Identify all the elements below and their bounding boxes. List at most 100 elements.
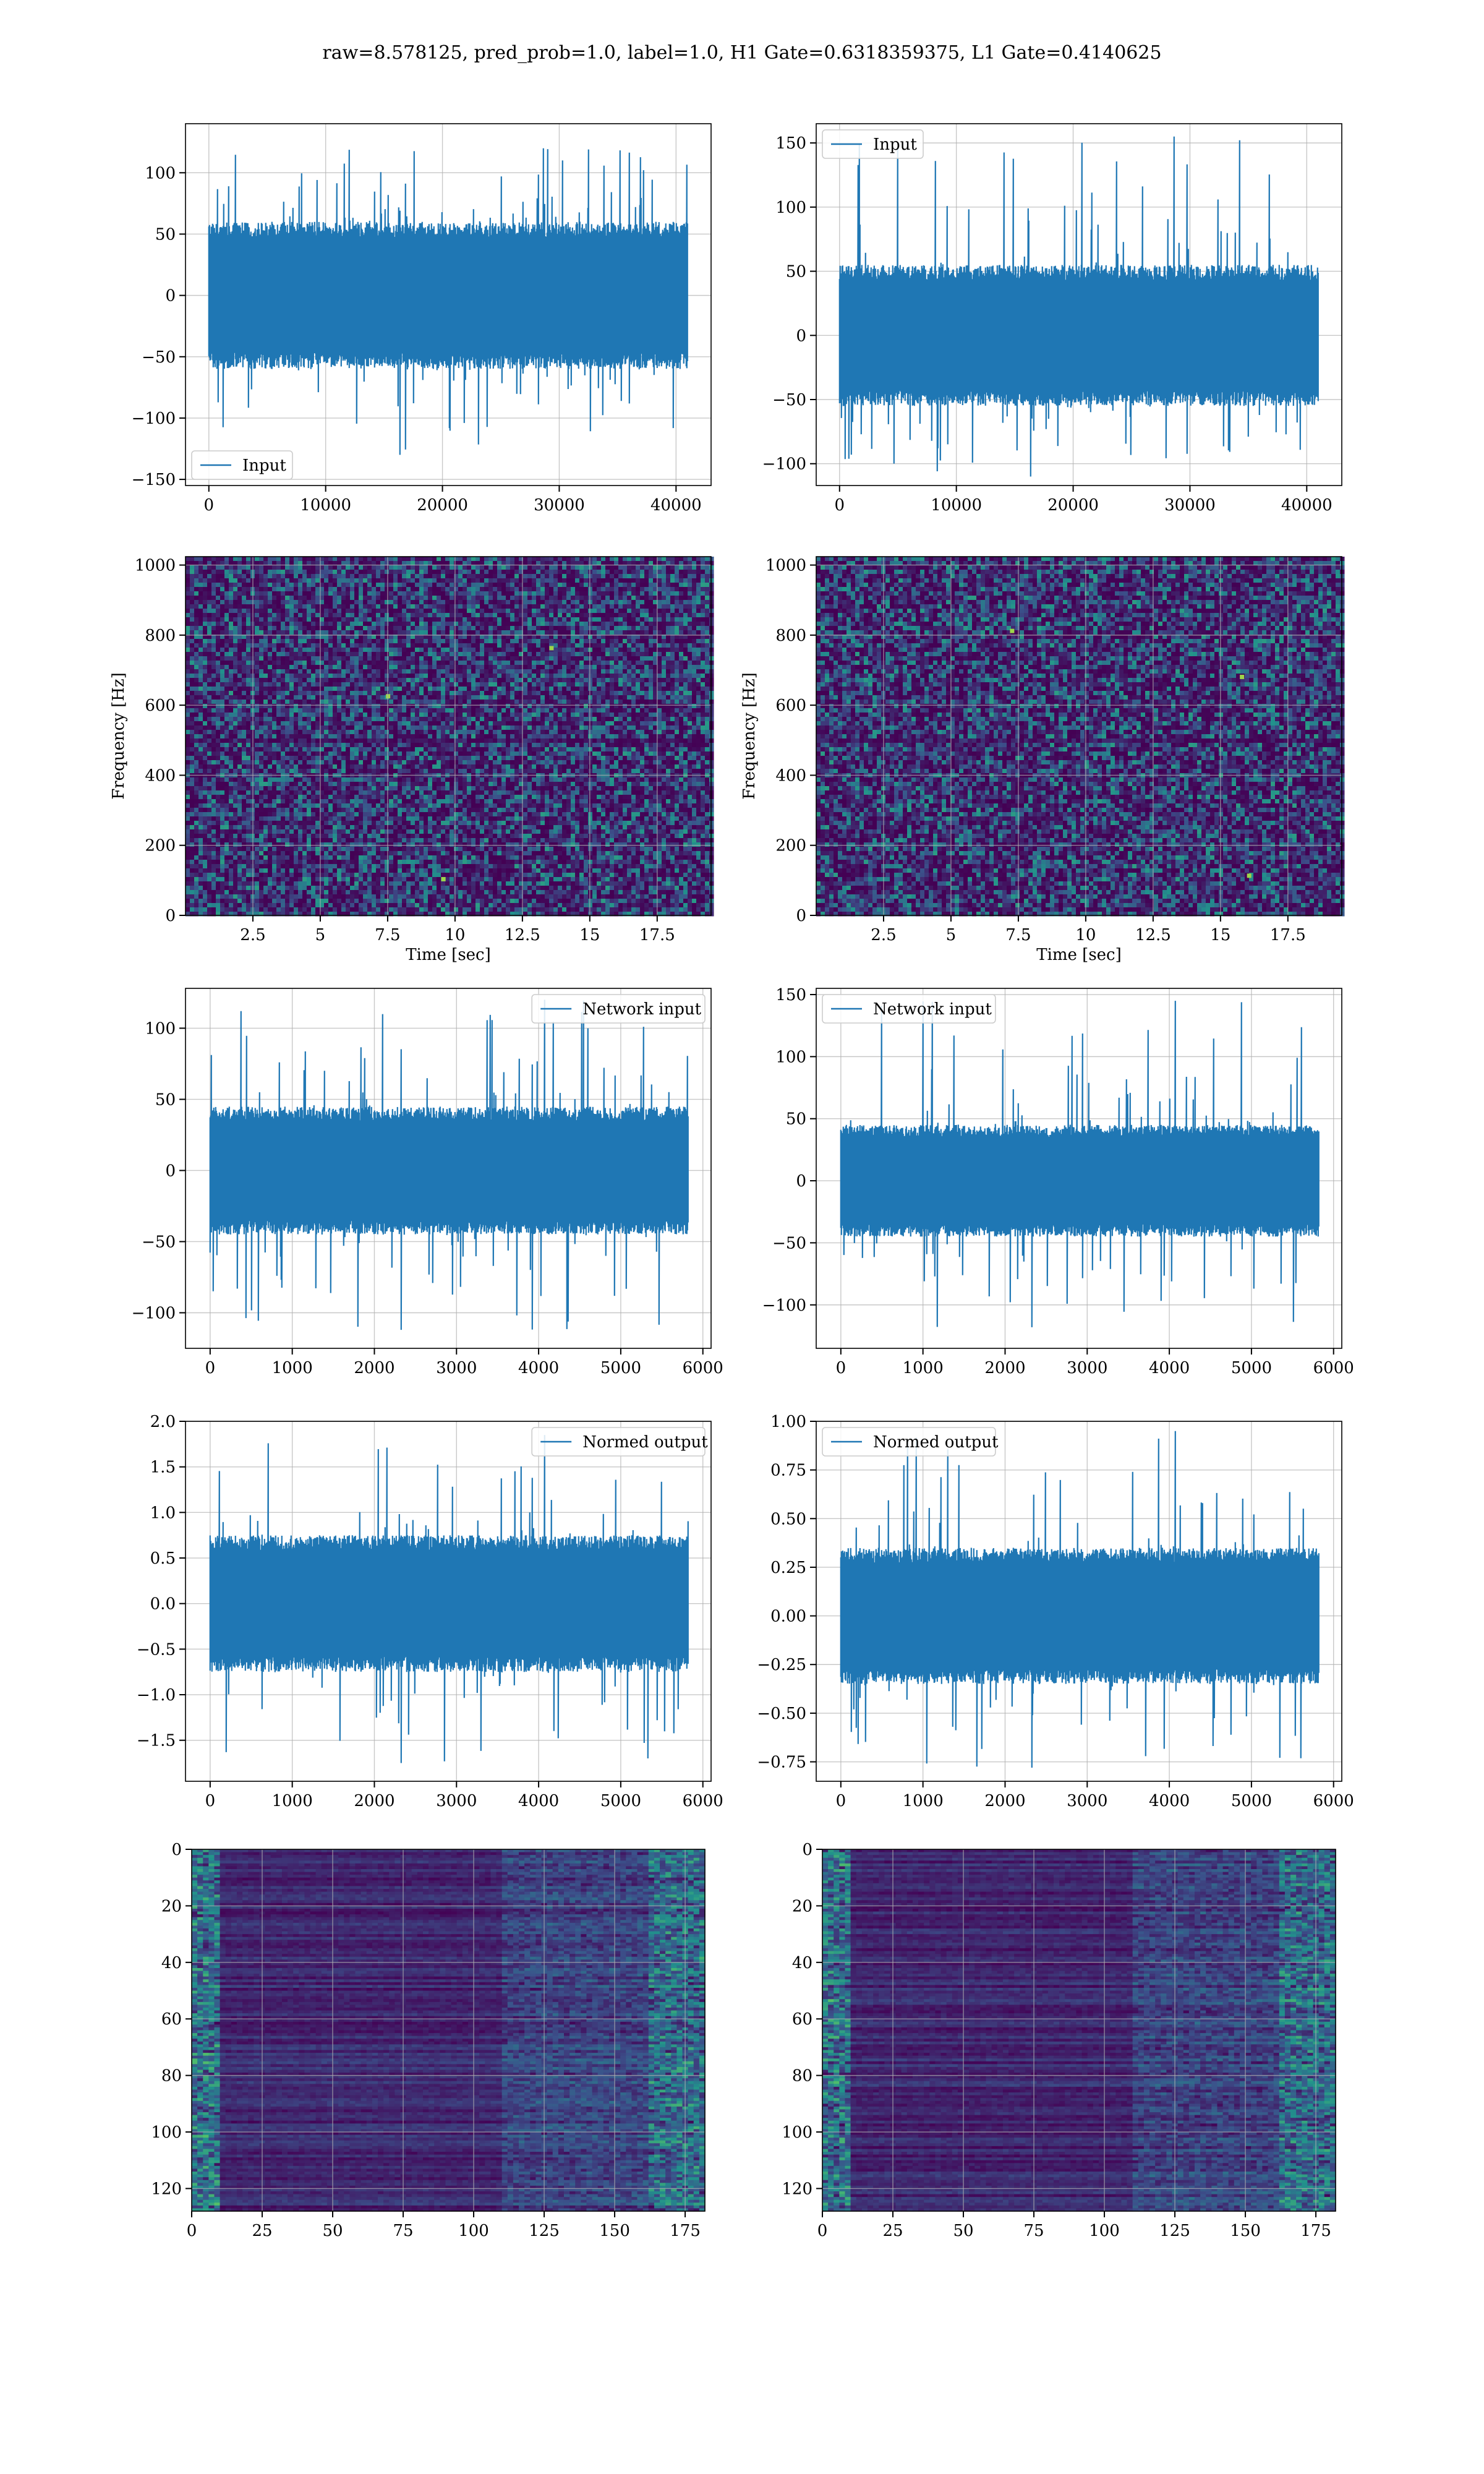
h1-feature-map-y-tick-label: 20: [161, 1897, 182, 1915]
h1-spectrogram-hot-pixel: [549, 646, 553, 650]
l1-spectrogram-hot-pixel: [1247, 873, 1252, 878]
l1-feature-map-x-tick-label: 125: [1159, 2222, 1190, 2240]
h1-input-y-tick-label: −50: [142, 348, 176, 367]
h1-spectrogram-hot-pixel: [441, 877, 446, 881]
l1-normed-output-x-tick-label: 6000: [1313, 1792, 1354, 1810]
h1-normed-output-x-tick-label: 0: [205, 1792, 216, 1810]
l1-network-input-x-tick-label: 0: [836, 1359, 846, 1377]
l1-input-x-tick-label: 0: [835, 496, 845, 515]
l1-spectrogram-x-tick-label: 2.5: [871, 926, 896, 944]
h1-feature-map-x-tick-label: 75: [393, 2222, 413, 2240]
l1-network-input-y-tick-label: −100: [762, 1296, 806, 1315]
h1-input-legend: Input: [192, 451, 292, 479]
h1-feature-map-y-tick-label: 100: [151, 2123, 182, 2142]
l1-normed-output-x-tick-label: 0: [836, 1792, 846, 1810]
h1-feature-map-x-tick-label: 0: [187, 2222, 197, 2240]
h1-spectrogram-x-tick-label: 12.5: [505, 926, 540, 944]
h1-spectrogram-x-tick-label: 10: [445, 926, 465, 944]
h1-network-input-x-tick-label: 5000: [600, 1359, 641, 1377]
l1-network-input-y-tick-label: 0: [796, 1172, 806, 1191]
h1-feature-map-x-tick-label: 25: [252, 2222, 272, 2240]
h1-network-input-x-tick-label: 6000: [683, 1359, 723, 1377]
h1-network-input-y-tick-label: 100: [145, 1019, 176, 1038]
h1-network-input-y-tick-label: 0: [165, 1162, 176, 1180]
l1-normed-output-x-tick-label: 4000: [1149, 1792, 1190, 1810]
h1-spectrogram-x-axis-label: Time [sec]: [406, 946, 491, 964]
l1-normed-output-legend: Normed output: [822, 1427, 999, 1456]
l1-spectrogram-y-axis-label: Frequency [Hz]: [740, 672, 759, 800]
l1-network-input-legend-label: Network input: [873, 1000, 992, 1019]
l1-feature-map-y-tick-label: 80: [792, 2067, 812, 2086]
l1-spectrogram-hot-pixel: [1010, 629, 1014, 633]
h1-normed-output-y-tick-label: 2.0: [150, 1413, 176, 1431]
h1-normed-output-y-tick-label: −1.5: [137, 1732, 176, 1750]
l1-input-x-tick-label: 20000: [1047, 496, 1099, 515]
h1-spectrogram-panel: 2.5 5 7.5 10 12.5 15 17.502004006008001000Time…: [109, 557, 714, 964]
h1-feature-map-x-tick-label: 125: [529, 2222, 560, 2240]
l1-network-input-y-tick-label: 100: [775, 1048, 806, 1066]
l1-spectrogram-y-tick-label: 600: [775, 696, 806, 715]
l1-input-legend-label: Input: [873, 135, 917, 154]
h1-spectrogram-hot-pixel: [386, 694, 390, 698]
h1-input-y-tick-label: 0: [165, 287, 176, 306]
h1-input-x-tick-label: 0: [204, 496, 215, 515]
l1-normed-output-x-tick-label: 1000: [903, 1792, 944, 1810]
l1-input-y-tick-label: 50: [786, 263, 806, 281]
h1-network-input-x-tick-label: 4000: [518, 1359, 559, 1377]
h1-spectrogram-y-tick-label: 800: [145, 627, 176, 645]
h1-feature-map-x-tick-label: 100: [458, 2222, 489, 2240]
h1-spectrogram-y-tick-label: 600: [145, 696, 176, 715]
h1-feature-map-x-tick-label: 50: [322, 2222, 343, 2240]
l1-normed-output-x-tick-label: 3000: [1067, 1792, 1107, 1810]
l1-input-x-tick-label: 40000: [1281, 496, 1333, 515]
l1-normed-output-y-tick-label: 0.25: [770, 1559, 806, 1577]
h1-normed-output-x-tick-label: 2000: [354, 1792, 394, 1810]
l1-network-input-y-tick-label: −50: [772, 1234, 806, 1252]
h1-input-x-tick-label: 20000: [417, 496, 468, 515]
h1-spectrogram-x-tick-label: 17.5: [639, 926, 675, 944]
h1-spectrogram-x-tick-label: 5: [315, 926, 326, 944]
h1-spectrogram-x-tick-label: 7.5: [375, 926, 400, 944]
l1-network-input-panel: 0 1000 2000 3000 4000 5000 6000−100−5005010015…: [762, 986, 1354, 1377]
h1-spectrogram-cells: [186, 557, 714, 917]
h1-normed-output-panel: 0 1000 2000 3000 4000 5000 6000−1.5−1.0−0.50.0…: [137, 1413, 723, 1810]
h1-network-input-y-tick-label: −100: [132, 1304, 176, 1322]
l1-network-input-y-tick-label: 50: [786, 1110, 806, 1129]
l1-spectrogram-hot-pixel: [1240, 675, 1244, 679]
h1-normed-output-y-tick-label: −1.0: [137, 1686, 176, 1705]
h1-network-input-x-tick-label: 2000: [354, 1359, 394, 1377]
l1-network-input-legend: Network input: [822, 995, 996, 1023]
l1-network-input-x-tick-label: 2000: [984, 1359, 1025, 1377]
l1-network-input-x-tick-label: 5000: [1231, 1359, 1272, 1377]
h1-normed-output-legend-label: Normed output: [582, 1433, 708, 1452]
l1-normed-output-y-tick-label: −0.50: [757, 1705, 806, 1723]
l1-network-input-x-tick-label: 6000: [1313, 1359, 1354, 1377]
l1-spectrogram-x-tick-label: 15: [1210, 926, 1230, 944]
h1-feature-map-y-tick-label: 0: [171, 1841, 182, 1859]
h1-normed-output-y-tick-label: 0.0: [150, 1595, 176, 1614]
h1-feature-map-y-tick-label: 80: [161, 2067, 182, 2086]
h1-spectrogram-x-tick-label: 15: [579, 926, 600, 944]
h1-network-input-legend: Network input: [532, 995, 705, 1023]
l1-network-input-y-tick-label: 150: [775, 986, 806, 1004]
h1-input-x-tick-label: 30000: [534, 496, 585, 515]
l1-feature-map-y-tick-label: 120: [782, 2180, 812, 2198]
l1-spectrogram-y-tick-label: 1000: [765, 557, 806, 575]
l1-spectrogram-y-tick-label: 200: [775, 837, 806, 855]
l1-spectrogram-x-tick-label: 17.5: [1270, 926, 1306, 944]
l1-input-x-tick-label: 10000: [931, 496, 982, 515]
l1-normed-output-y-tick-label: 1.00: [770, 1413, 806, 1431]
l1-input-y-tick-label: 0: [796, 327, 806, 345]
l1-feature-map-x-tick-label: 175: [1300, 2222, 1331, 2240]
l1-feature-map-x-tick-label: 50: [953, 2222, 973, 2240]
h1-input-y-tick-label: 100: [145, 164, 176, 182]
h1-spectrogram-y-tick-label: 1000: [135, 557, 176, 575]
l1-network-input-x-tick-label: 3000: [1067, 1359, 1107, 1377]
h1-input-x-tick-label: 10000: [300, 496, 351, 515]
h1-normed-output-x-tick-label: 1000: [272, 1792, 313, 1810]
h1-feature-map-y-tick-label: 60: [161, 2010, 182, 2029]
l1-spectrogram-y-tick-label: 400: [775, 766, 806, 785]
